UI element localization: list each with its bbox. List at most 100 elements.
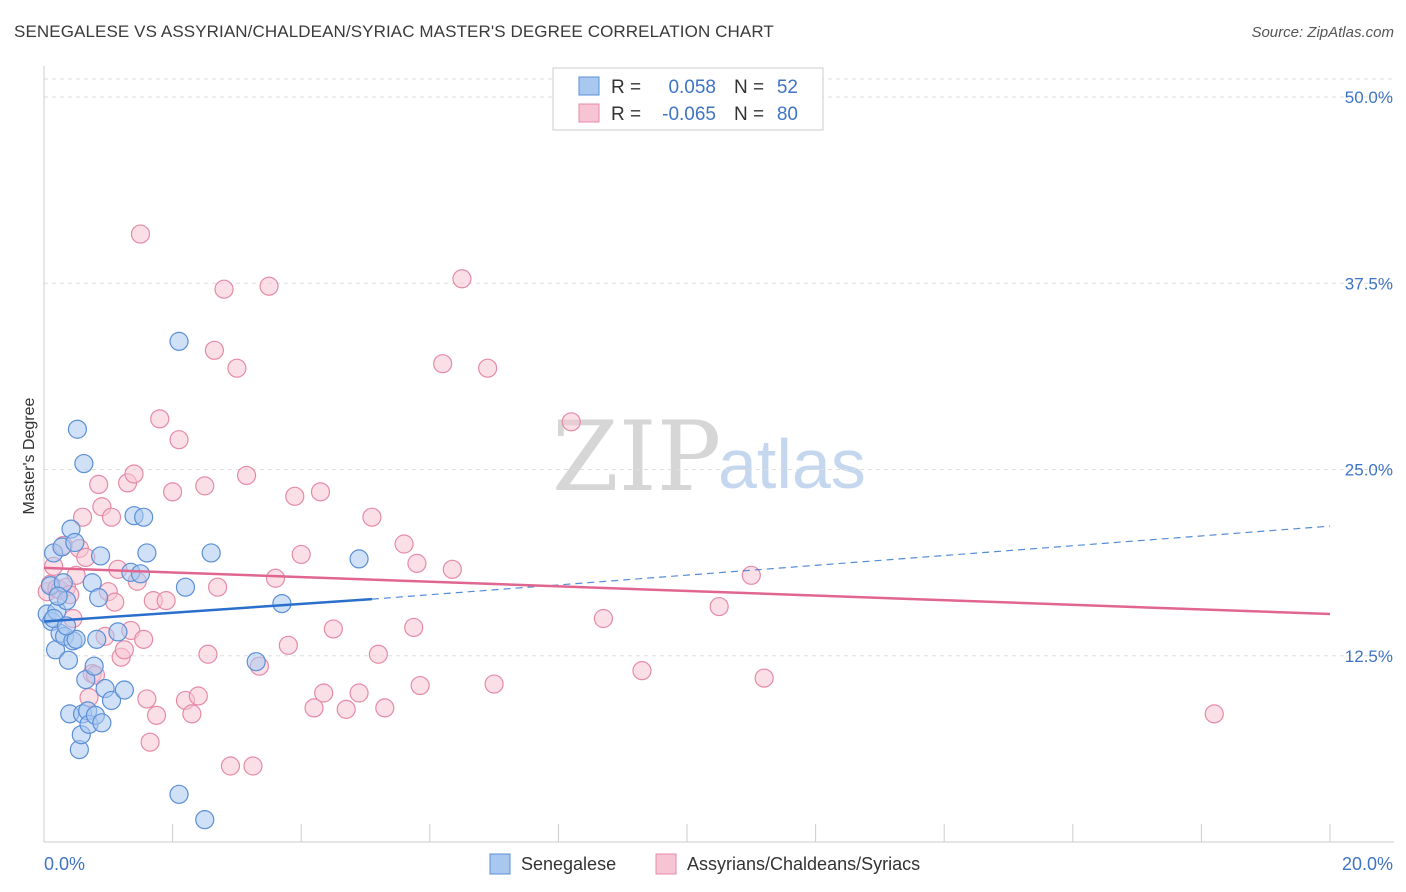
senegalese-point-34 bbox=[108, 622, 128, 642]
assyrian-point-37 bbox=[163, 482, 183, 502]
senegalese-point-43 bbox=[175, 577, 196, 597]
assyrian-point-56 bbox=[291, 544, 311, 565]
senegalese-point-31 bbox=[92, 713, 112, 733]
senegalese-point-38 bbox=[130, 564, 151, 584]
senegalese-point-39 bbox=[134, 507, 154, 527]
senegalese-point-21 bbox=[74, 453, 94, 474]
senegalese-point-35 bbox=[114, 680, 134, 700]
legend-n-value-2: 80 bbox=[777, 104, 798, 125]
assyrian-point-11 bbox=[72, 507, 93, 527]
senegalese-point-29 bbox=[89, 588, 109, 608]
legend-r-value-2: -0.065 bbox=[662, 104, 716, 125]
bottom-legend-assyrian: Assyrians/Chaldeans/Syriacs bbox=[687, 854, 920, 874]
assyrian-point-65 bbox=[375, 698, 395, 718]
trend-lines bbox=[43, 525, 1331, 623]
assyrian-point-34 bbox=[146, 705, 167, 725]
source-label: Source: ZipAtlas.com bbox=[1251, 24, 1394, 41]
grid-lines bbox=[44, 78, 1394, 657]
assyrian-point-31 bbox=[137, 689, 157, 709]
assyrian-point-24 bbox=[114, 640, 134, 660]
x-tick-label-min: 0.0% bbox=[44, 854, 85, 874]
assyrian-point-71 bbox=[442, 559, 462, 579]
y-axis-title: Master's Degree bbox=[21, 397, 38, 514]
senegalese-point-40 bbox=[137, 543, 157, 563]
senegalese-point-41 bbox=[169, 331, 189, 351]
bottom-legend-pink-swatch bbox=[655, 853, 677, 875]
stats-legend: R = 0.058 N = 52 R = -0.065 N = 80 bbox=[552, 67, 824, 131]
assyrian-point-72 bbox=[452, 269, 472, 289]
assyrian-point-78 bbox=[709, 596, 729, 617]
y-tick-label-2: 37.5% bbox=[1345, 274, 1393, 293]
series-assyrian-points bbox=[37, 224, 1224, 776]
assyrian-point-29 bbox=[130, 224, 151, 244]
assyrian-point-42 bbox=[195, 476, 215, 496]
assyrian-point-58 bbox=[310, 482, 331, 502]
assyrian-point-48 bbox=[227, 358, 247, 378]
senegalese-point-30 bbox=[90, 546, 111, 566]
assyrian-point-16 bbox=[89, 474, 109, 494]
y-tick-labels: 12.5% 25.0% 37.5% 50.0% bbox=[1345, 88, 1393, 666]
assyrian-trend bbox=[43, 566, 1331, 616]
senegalese-point-50 bbox=[48, 586, 68, 606]
senegalese-point-11 bbox=[58, 650, 79, 670]
senegalese-point-33 bbox=[101, 690, 122, 711]
series-senegalese-points bbox=[37, 331, 369, 830]
assyrian-point-70 bbox=[433, 354, 453, 374]
legend-n-label-1: N = bbox=[734, 77, 764, 98]
legend-pink-swatch bbox=[578, 103, 600, 123]
legend-r-label-2: R = bbox=[611, 104, 641, 125]
assyrian-point-69 bbox=[410, 675, 430, 696]
senegalese-point-26 bbox=[84, 656, 104, 676]
assyrian-point-61 bbox=[336, 699, 356, 719]
assyrian-point-81 bbox=[1204, 704, 1224, 724]
assyrian-point-41 bbox=[188, 686, 208, 706]
legend-n-value-1: 52 bbox=[777, 77, 798, 98]
senegalese-trend-dashed bbox=[371, 525, 1331, 600]
legend-blue-swatch bbox=[578, 76, 600, 96]
assyrian-point-20 bbox=[101, 507, 122, 527]
assyrian-point-44 bbox=[204, 340, 224, 360]
assyrian-point-59 bbox=[314, 683, 334, 703]
chart-title: SENEGALESE VS ASSYRIAN/CHALDEAN/SYRIAC M… bbox=[14, 22, 774, 41]
senegalese-trend-solid bbox=[43, 597, 373, 623]
legend-n-label-2: N = bbox=[734, 104, 764, 125]
y-tick-label-0: 12.5% bbox=[1345, 647, 1393, 666]
assyrian-point-66 bbox=[394, 534, 414, 554]
assyrian-point-67 bbox=[404, 617, 424, 638]
assyrian-point-60 bbox=[323, 619, 343, 639]
assyrian-point-53 bbox=[265, 568, 286, 588]
assyrian-point-32 bbox=[140, 732, 160, 752]
assyrian-point-38 bbox=[169, 430, 189, 450]
senegalese-point-17 bbox=[67, 419, 88, 439]
assyrian-point-76 bbox=[593, 608, 614, 629]
x-tick-label-max: 20.0% bbox=[1342, 854, 1393, 874]
senegalese-point-16 bbox=[66, 629, 86, 649]
assyrian-point-21 bbox=[105, 592, 125, 612]
assyrian-point-43 bbox=[198, 644, 218, 664]
assyrian-point-50 bbox=[243, 756, 263, 776]
assyrian-point-30 bbox=[134, 629, 154, 649]
axes bbox=[43, 66, 1394, 843]
assyrian-point-68 bbox=[407, 553, 427, 573]
assyrian-point-62 bbox=[349, 683, 369, 703]
watermark-atlas: atlas bbox=[718, 425, 866, 503]
assyrian-point-57 bbox=[304, 698, 324, 718]
senegalese-point-46 bbox=[246, 652, 266, 672]
assyrian-point-27 bbox=[124, 464, 144, 484]
assyrian-point-52 bbox=[259, 276, 279, 296]
assyrian-point-36 bbox=[156, 591, 176, 611]
assyrian-point-45 bbox=[208, 577, 228, 597]
senegalese-point-42 bbox=[169, 784, 189, 804]
assyrian-point-75 bbox=[561, 412, 581, 432]
legend-r-value-1: 0.058 bbox=[668, 77, 716, 98]
assyrian-point-47 bbox=[220, 756, 241, 776]
assyrian-point-79 bbox=[741, 565, 761, 585]
bottom-legend-blue-swatch bbox=[489, 853, 511, 875]
senegalese-point-48 bbox=[349, 549, 369, 569]
assyrian-point-73 bbox=[478, 358, 498, 378]
senegalese-point-44 bbox=[195, 810, 215, 830]
series-legend: Senegalese Assyrians/Chaldeans/Syriacs bbox=[489, 853, 920, 875]
assyrian-point-80 bbox=[754, 668, 774, 688]
assyrian-point-64 bbox=[368, 644, 388, 664]
